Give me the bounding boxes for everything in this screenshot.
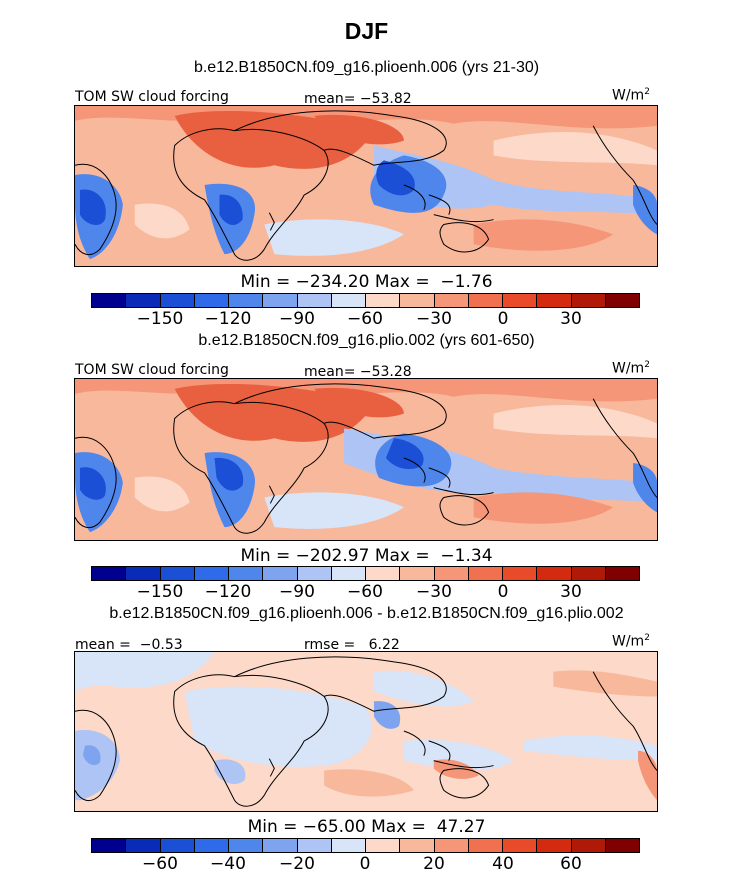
panel-3-minmax: Min = −65.00 Max = 47.27: [247, 817, 486, 837]
panel-3-tick: 40: [492, 854, 514, 874]
panel-3-tick: −20: [279, 854, 315, 874]
panel-3-subtitle: b.e12.B1850CN.f09_g16.plioenh.006 - b.e1…: [109, 605, 624, 622]
panel-3-units: W/m2: [612, 633, 650, 650]
panel-2-minmax: Min = −202.97 Max = −1.34: [240, 546, 493, 566]
panel-3-mean-label: mean = −0.53: [75, 637, 183, 653]
panel-1-tick: −150: [136, 309, 184, 329]
panel-3-colorbar: [91, 838, 640, 853]
panel-2-units: W/m2: [612, 360, 650, 377]
panel-2-mean-label: mean= −53.28: [304, 364, 412, 380]
panel-1-mean-label: mean= −53.82: [304, 91, 412, 107]
panel-2-tick: 30: [560, 582, 582, 602]
panel-1-subtitle: b.e12.B1850CN.f09_g16.plioenh.006 (yrs 2…: [193, 59, 540, 76]
panel-1-minmax: Min = −234.20 Max = −1.76: [240, 272, 493, 292]
panel-2-colorbar: [91, 566, 640, 581]
panel-3-map: [74, 651, 658, 812]
panel-1-units: W/m2: [612, 87, 650, 104]
panel-2-tick: −90: [279, 582, 315, 602]
panel-2-map: [74, 378, 658, 541]
panel-2-tick: −150: [136, 582, 184, 602]
panel-3-tick: −40: [210, 854, 246, 874]
panel-1-tick: −60: [347, 309, 383, 329]
panel-1-map: [74, 105, 658, 267]
panel-3-tick: 20: [423, 854, 445, 874]
panel-3-tick: 0: [359, 854, 371, 874]
panel-1-tick: 0: [497, 309, 509, 329]
page-title: DJF: [344, 18, 389, 44]
panel-3-tick: 60: [560, 854, 582, 874]
panel-2-tick: −30: [416, 582, 452, 602]
panel-2-subtitle: b.e12.B1850CN.f09_g16.plio.002 (yrs 601-…: [198, 332, 535, 349]
panel-1-tick: 30: [560, 309, 582, 329]
panel-1-tick: −90: [279, 309, 315, 329]
panel-1-colorbar: [91, 293, 640, 308]
panel-2-tick: −60: [347, 582, 383, 602]
panel-1-tick: −120: [204, 309, 252, 329]
panel-2-tick: 0: [497, 582, 509, 602]
panel-2-tick: −120: [204, 582, 252, 602]
panel-2-left-label: TOM SW cloud forcing: [75, 362, 229, 378]
panel-3-rmse-label: rmse = 6.22: [304, 637, 400, 653]
panel-1-left-label: TOM SW cloud forcing: [75, 89, 229, 105]
panel-1-tick: −30: [416, 309, 452, 329]
panel-3-tick: −60: [142, 854, 178, 874]
